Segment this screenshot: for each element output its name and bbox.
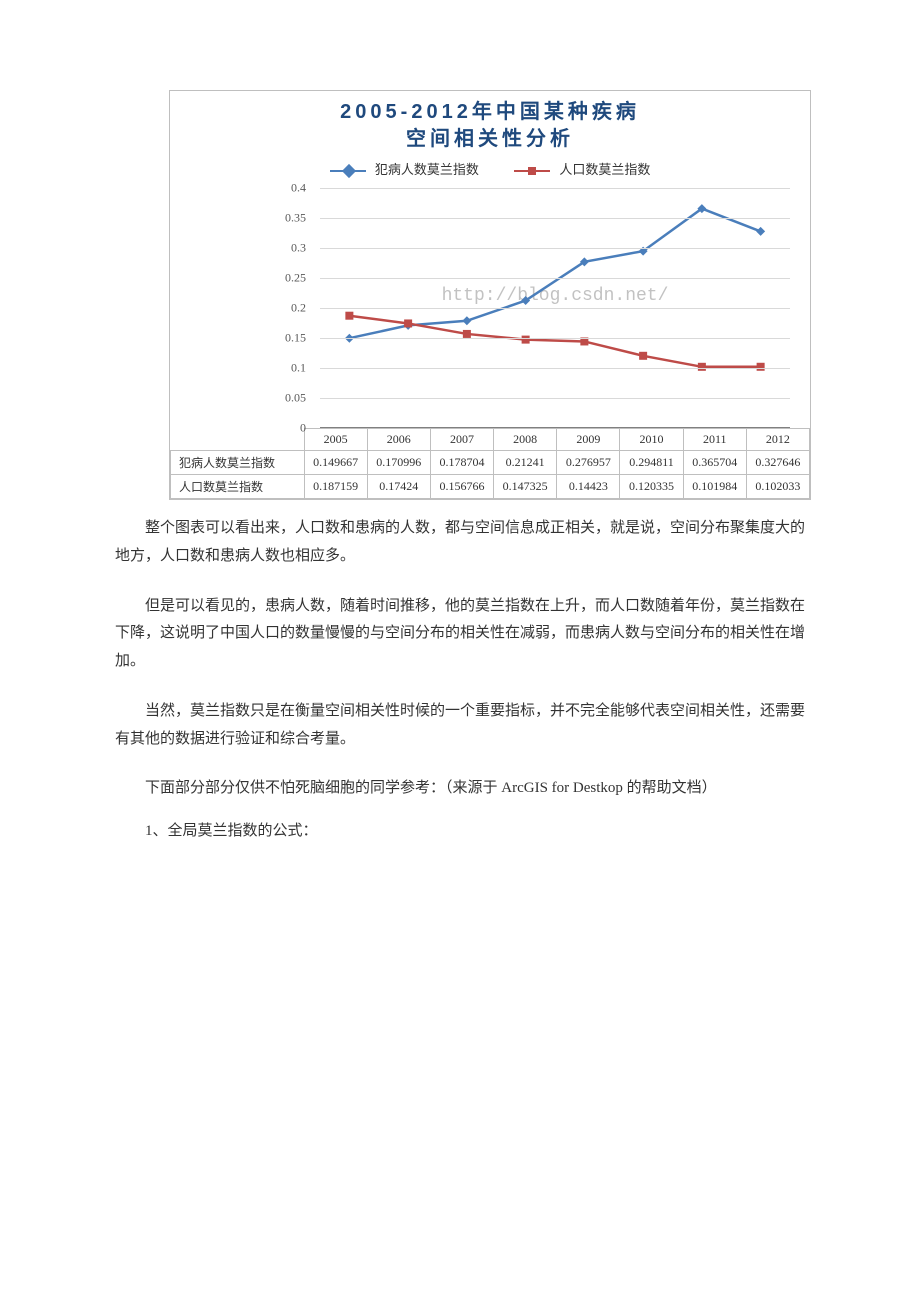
grid-line xyxy=(320,248,790,249)
table-cell: 0.187159 xyxy=(304,475,367,499)
chart-legend: 犯病人数莫兰指数 人口数莫兰指数 xyxy=(170,159,810,178)
ytick: 0.2 xyxy=(291,301,306,316)
table-cell: 0.21241 xyxy=(494,451,557,475)
table-cell: 0.294811 xyxy=(620,451,683,475)
paragraph-5: 1、全局莫兰指数的公式： xyxy=(115,818,805,846)
legend-label-0: 犯病人数莫兰指数 xyxy=(375,162,479,177)
table-cell: 0.102033 xyxy=(746,475,809,499)
table-header: 2006 xyxy=(367,429,430,451)
table-header: 2009 xyxy=(557,429,620,451)
ytick: 0.4 xyxy=(291,181,306,196)
table-header: 2008 xyxy=(494,429,557,451)
legend-label-1: 人口数莫兰指数 xyxy=(559,162,650,177)
table-cell: 0.101984 xyxy=(683,475,746,499)
body-text: 整个图表可以看出来，人口数和患病的人数，都与空间信息成正相关，就是说，空间分布聚… xyxy=(115,515,805,846)
table-header: 2010 xyxy=(620,429,683,451)
y-axis: 00.050.10.150.20.250.30.350.4 xyxy=(182,188,312,428)
chart-container: 2005-2012年中国某种疾病 空间相关性分析 犯病人数莫兰指数 人口数莫兰指… xyxy=(169,90,811,500)
table-cell: 0.149667 xyxy=(304,451,367,475)
chart-title-line1: 2005-2012年中国某种疾病 xyxy=(340,101,640,123)
grid-line xyxy=(320,308,790,309)
grid-line xyxy=(320,398,790,399)
grid-line xyxy=(320,278,790,279)
legend-marker-0 xyxy=(330,166,366,176)
table-cell: 0.156766 xyxy=(430,475,493,499)
paragraph-2: 但是可以看见的，患病人数，随着时间推移，他的莫兰指数在上升，而人口数随着年份，莫… xyxy=(115,593,805,676)
table-cell: 0.170996 xyxy=(367,451,430,475)
table-cell: 0.120335 xyxy=(620,475,683,499)
table-row-label: 犯病人数莫兰指数 xyxy=(171,451,305,475)
ytick: 0.3 xyxy=(291,241,306,256)
legend-marker-1 xyxy=(514,166,550,176)
data-table: 20052006200720082009201020112012 犯病人数莫兰指数… xyxy=(170,428,810,499)
table-cell: 0.365704 xyxy=(683,451,746,475)
table-cell: 0.178704 xyxy=(430,451,493,475)
table-header: 2012 xyxy=(746,429,809,451)
table-cell: 0.147325 xyxy=(494,475,557,499)
ytick: 0.05 xyxy=(285,391,306,406)
ytick: 0.1 xyxy=(291,361,306,376)
paragraph-3: 当然，莫兰指数只是在衡量空间相关性时候的一个重要指标，并不完全能够代表空间相关性… xyxy=(115,698,805,754)
ytick: 0.15 xyxy=(285,331,306,346)
ytick: 0.25 xyxy=(285,271,306,286)
paragraph-1: 整个图表可以看出来，人口数和患病的人数，都与空间信息成正相关，就是说，空间分布聚… xyxy=(115,515,805,571)
table-header: 2007 xyxy=(430,429,493,451)
plot-area: 00.050.10.150.20.250.30.350.4 http://blo… xyxy=(182,188,800,428)
table-cell: 0.327646 xyxy=(746,451,809,475)
table-corner xyxy=(171,429,305,451)
grid-line xyxy=(320,188,790,189)
chart-title-line2: 空间相关性分析 xyxy=(170,126,810,153)
ytick: 0.35 xyxy=(285,211,306,226)
legend-item-0: 犯病人数莫兰指数 xyxy=(330,159,479,178)
table-cell: 0.276957 xyxy=(557,451,620,475)
grid-line xyxy=(320,368,790,369)
table-header: 2005 xyxy=(304,429,367,451)
grid-line xyxy=(320,218,790,219)
chart-title: 2005-2012年中国某种疾病 空间相关性分析 xyxy=(170,91,810,153)
document-page: 2005-2012年中国某种疾病 空间相关性分析 犯病人数莫兰指数 人口数莫兰指… xyxy=(0,0,920,886)
x-axis-line xyxy=(320,427,790,428)
legend-item-1: 人口数莫兰指数 xyxy=(514,159,650,178)
table-row-label: 人口数莫兰指数 xyxy=(171,475,305,499)
plot-region: http://blog.csdn.net/ xyxy=(320,188,790,428)
ytick: 0 xyxy=(300,421,306,436)
table-cell: 0.17424 xyxy=(367,475,430,499)
table-cell: 0.14423 xyxy=(557,475,620,499)
paragraph-4: 下面部分部分仅供不怕死脑细胞的同学参考：（来源于 ArcGIS for Dest… xyxy=(115,775,805,803)
table-header: 2011 xyxy=(683,429,746,451)
grid-line xyxy=(320,338,790,339)
